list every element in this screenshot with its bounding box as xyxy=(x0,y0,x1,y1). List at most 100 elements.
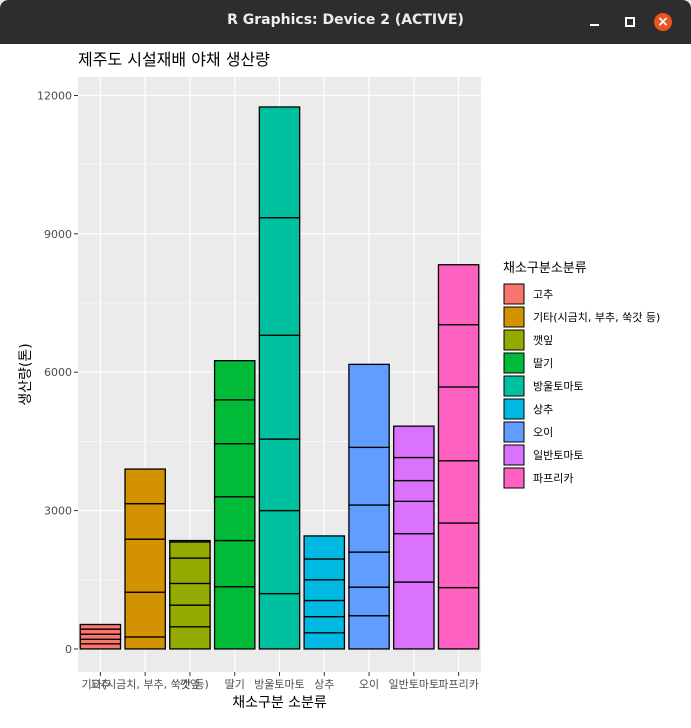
bar-segment xyxy=(348,551,390,588)
bar-segment xyxy=(393,479,435,502)
bar-segment xyxy=(393,456,435,482)
bar-segment xyxy=(258,592,301,650)
bar-segment xyxy=(348,363,390,449)
bar-segment xyxy=(258,509,301,595)
bar-6 xyxy=(303,535,346,650)
x-tick-label: 고추 xyxy=(90,678,110,691)
legend-swatch xyxy=(503,329,525,351)
bar-segment xyxy=(124,502,166,540)
chart-title: 제주도 시설재배 야채 생산량 xyxy=(78,50,270,69)
bar-4 xyxy=(213,360,256,650)
legend-item: 오이 xyxy=(503,421,553,443)
bar-segment xyxy=(258,106,301,219)
bar-segment xyxy=(348,446,390,506)
legend-item: 방울토마토 xyxy=(503,375,584,397)
bar-segment xyxy=(437,522,480,589)
legend-item: 파프리카 xyxy=(503,467,573,489)
y-tick-label: 6000 xyxy=(44,366,72,379)
bar-segment xyxy=(303,616,346,634)
bar-segment xyxy=(124,468,166,505)
bar-segment xyxy=(169,582,211,606)
bar-segment xyxy=(258,438,301,512)
legend-item: 고추 xyxy=(503,283,553,305)
legend-swatch xyxy=(503,306,525,328)
bar-segment xyxy=(348,615,390,650)
legend-label: 파프리카 xyxy=(533,472,573,485)
x-tick-label: 파프리카 xyxy=(438,678,478,691)
bar-segment xyxy=(169,539,211,543)
bar-9 xyxy=(437,264,480,650)
legend-item: 깻잎 xyxy=(503,329,553,351)
y-axis: 0 3000 6000 9000 12000 xyxy=(37,89,78,656)
bar-segment xyxy=(258,334,301,440)
y-tick-label: 0 xyxy=(65,643,72,656)
bar-segment xyxy=(79,628,122,635)
legend-item: 기타(시금치, 부추, 쑥갓 등) xyxy=(503,306,660,328)
legend-swatch xyxy=(503,375,525,397)
bar-segment xyxy=(79,643,122,650)
legend-label: 기타(시금치, 부추, 쑥갓 등) xyxy=(533,311,660,324)
window-titlebar[interactable]: R Graphics: Device 2 (ACTIVE) × xyxy=(0,0,691,44)
bar-5 xyxy=(258,106,301,650)
x-tick-label: 깻잎 xyxy=(180,678,200,691)
bar-segment xyxy=(79,633,122,640)
bar-segment xyxy=(213,443,256,498)
bar-segment xyxy=(213,496,256,542)
bar-segment xyxy=(169,604,211,628)
bar-segment xyxy=(169,626,211,650)
bar-segment xyxy=(169,557,211,585)
x-tick-label: 오이 xyxy=(359,678,379,691)
bar-segment xyxy=(303,579,346,602)
bar-segment xyxy=(437,386,480,462)
bar-segment xyxy=(124,538,166,593)
bar-segment xyxy=(213,586,256,650)
legend-swatch xyxy=(503,352,525,374)
bar-segment xyxy=(393,581,435,650)
y-tick-label: 9000 xyxy=(44,228,72,241)
minimize-icon[interactable] xyxy=(586,13,604,31)
close-icon[interactable]: × xyxy=(654,13,672,31)
legend-item: 딸기 xyxy=(503,352,553,374)
bar-8 xyxy=(393,425,435,650)
legend-label: 고추 xyxy=(533,288,553,301)
x-tick-label: 딸기 xyxy=(225,678,245,691)
x-axis-title: 채소구분 소분류 xyxy=(232,695,327,711)
bar-segment xyxy=(79,638,122,645)
bar-segment xyxy=(124,636,166,650)
legend-label: 방울토마토 xyxy=(533,380,584,393)
bar-segment xyxy=(393,425,435,459)
legend-swatch xyxy=(503,444,525,466)
bar-segment xyxy=(437,586,480,650)
bar-segment xyxy=(303,558,346,581)
bar-2 xyxy=(124,468,166,650)
bar-segment xyxy=(437,264,480,326)
maximize-icon[interactable] xyxy=(620,13,638,31)
bar-3 xyxy=(169,539,211,650)
bar-1 xyxy=(79,623,122,650)
legend-label: 상추 xyxy=(533,403,553,416)
bar-7 xyxy=(348,363,390,650)
legend-item: 상추 xyxy=(503,398,553,420)
legend-swatch xyxy=(503,398,525,420)
bars-group xyxy=(79,106,480,650)
legend-swatch xyxy=(503,421,525,443)
bar-segment xyxy=(79,623,122,630)
bar-segment xyxy=(393,532,435,583)
bar-segment xyxy=(258,217,301,336)
bar-segment xyxy=(303,599,346,618)
bar-segment xyxy=(437,324,480,388)
bar-segment xyxy=(303,535,346,560)
x-tick-label: 방울토마토 xyxy=(254,678,305,691)
bar-segment xyxy=(303,632,346,650)
legend-swatch xyxy=(503,283,525,305)
legend-label: 오이 xyxy=(533,426,553,439)
legend-title: 채소구분소분류 xyxy=(503,261,587,276)
bar-segment xyxy=(348,504,390,553)
y-axis-title: 생산량(톤) xyxy=(18,343,34,405)
window-title: R Graphics: Device 2 (ACTIVE) xyxy=(227,12,464,28)
legend-label: 일반토마토 xyxy=(533,448,584,462)
